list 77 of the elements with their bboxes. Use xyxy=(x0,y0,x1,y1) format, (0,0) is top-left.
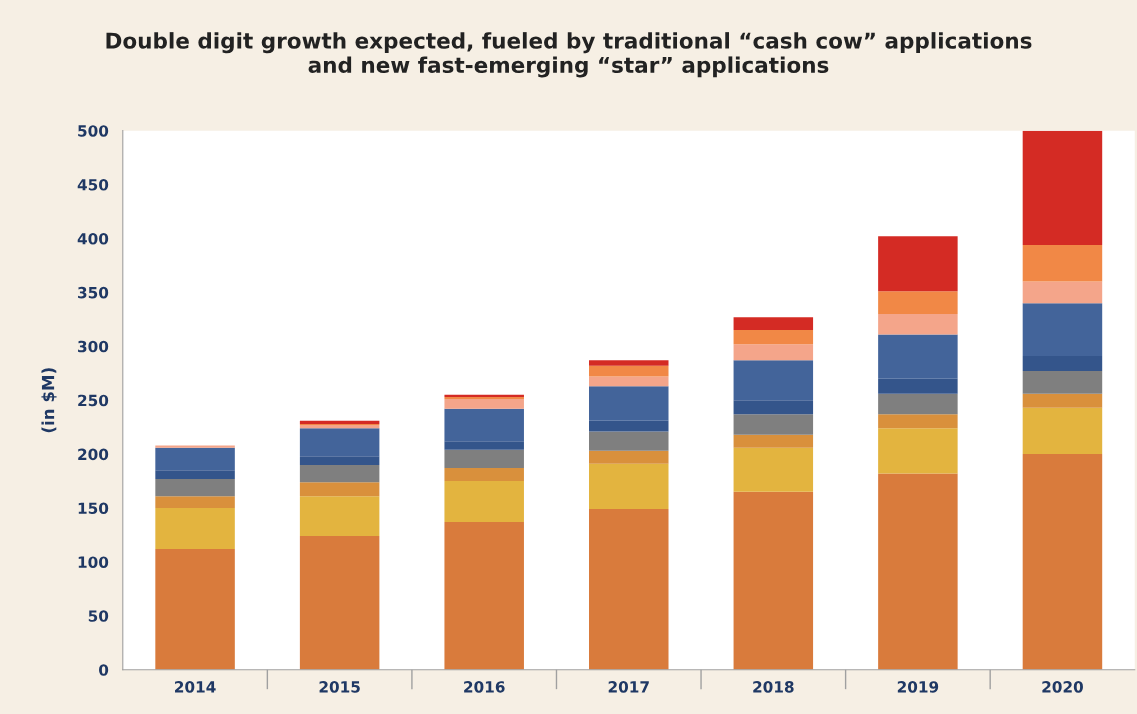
y-tick-label: 250 xyxy=(78,394,109,407)
bar xyxy=(733,447,814,492)
y-tick-label: 50 xyxy=(88,610,109,622)
bar xyxy=(299,496,380,537)
bar xyxy=(1022,281,1103,304)
bar xyxy=(589,431,669,451)
bar xyxy=(589,420,669,432)
bar xyxy=(299,456,380,465)
x-tick-label: 2015 xyxy=(319,681,360,693)
bar xyxy=(589,463,669,510)
bar xyxy=(155,445,235,448)
bar xyxy=(589,360,669,366)
bar xyxy=(1022,303,1103,356)
bar xyxy=(155,470,235,479)
bar xyxy=(444,481,524,523)
bar xyxy=(733,330,814,345)
bar xyxy=(589,450,669,464)
x-tick-label: 2014 xyxy=(175,681,216,693)
y-tick-label: 450 xyxy=(77,179,109,191)
bar xyxy=(1022,130,1103,245)
bar xyxy=(733,344,814,361)
bar xyxy=(444,399,524,409)
x-tick-label: 2016 xyxy=(464,681,505,693)
bar xyxy=(155,548,235,670)
y-tick-label: 100 xyxy=(78,556,109,568)
bar xyxy=(155,447,235,471)
y-tick-label: 200 xyxy=(78,448,109,461)
chart-title: Double digit growth expected, fueled by traditional “cash cow” applications and new fast-emerging “star” applications xyxy=(106,32,1032,78)
bar xyxy=(878,428,958,474)
y-tick-label: 400 xyxy=(77,232,109,245)
bar xyxy=(155,496,235,509)
bar xyxy=(444,468,524,482)
y-tick-label: 500 xyxy=(78,125,109,137)
bar xyxy=(444,408,524,442)
bar xyxy=(878,334,958,379)
bar xyxy=(878,414,958,429)
bar xyxy=(878,378,958,394)
bar xyxy=(878,313,958,335)
bar xyxy=(733,491,814,670)
y-tick-label: 150 xyxy=(78,502,109,515)
bar xyxy=(299,428,380,457)
x-tick-label: 2018 xyxy=(753,681,794,693)
bar xyxy=(444,449,524,469)
bar xyxy=(1022,371,1103,394)
bar xyxy=(878,236,958,292)
x-tick-label: 2019 xyxy=(897,681,939,693)
bar xyxy=(589,509,669,670)
bar xyxy=(733,317,814,331)
bar xyxy=(589,386,669,421)
bar xyxy=(1022,407,1103,455)
bar xyxy=(444,522,524,670)
x-tick-label: 2020 xyxy=(1042,681,1083,693)
y-tick-label: 350 xyxy=(78,286,109,299)
bar xyxy=(299,424,380,429)
bar xyxy=(733,414,814,435)
bar xyxy=(1022,454,1103,670)
bar xyxy=(878,473,958,670)
bar xyxy=(733,360,814,401)
bar xyxy=(1022,355,1103,372)
bar xyxy=(299,536,380,670)
bar xyxy=(733,434,814,448)
bar xyxy=(1022,393,1103,408)
bar xyxy=(1022,244,1103,282)
bar xyxy=(299,464,380,483)
y-axis-title: (in $M) xyxy=(41,368,57,433)
bar xyxy=(589,376,669,387)
x-tick-label: 2017 xyxy=(608,681,649,693)
bar xyxy=(444,441,524,450)
bar xyxy=(155,478,235,497)
bar xyxy=(589,365,669,377)
bar xyxy=(299,482,380,497)
bar xyxy=(733,400,814,415)
y-tick-label: 0 xyxy=(99,664,109,676)
y-tick-label: 300 xyxy=(78,340,109,353)
bar xyxy=(878,393,958,415)
bar xyxy=(155,508,235,549)
bar xyxy=(878,291,958,314)
